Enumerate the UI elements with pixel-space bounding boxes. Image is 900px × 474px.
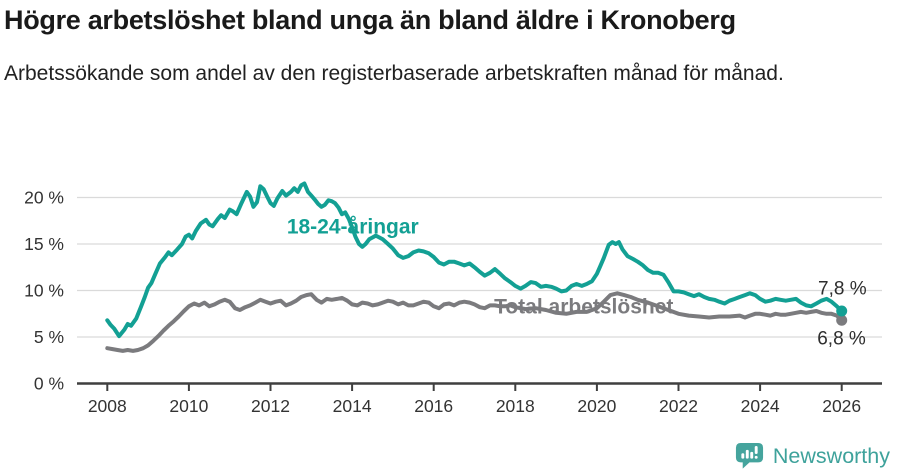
total-series-label: Total arbetslöshet	[494, 295, 673, 318]
x-tick-label: 2012	[251, 396, 290, 416]
youth-series-label: 18-24-åringar	[287, 215, 419, 238]
x-tick-label: 2016	[414, 396, 453, 416]
y-tick-label: 5 %	[34, 327, 64, 347]
x-tick-label: 2024	[741, 396, 780, 416]
youth-series-line	[105, 181, 844, 339]
total-series-line	[105, 291, 844, 353]
y-tick-label: 10 %	[24, 281, 64, 301]
y-tick-label: 20 %	[24, 188, 64, 208]
x-tick-label: 2014	[333, 396, 372, 416]
x-tick-label: 2020	[577, 396, 616, 416]
brand-wordmark: Newsworthy	[772, 444, 890, 468]
youth-end-value-label: 7,8 %	[818, 278, 867, 299]
x-axis: 2008 2010 2012 2014 2016 2018 2020 2022 2024 2026	[77, 382, 882, 416]
chart-subtitle: Arbetssökande som andel av den registerb…	[4, 61, 784, 85]
total-end-dot	[836, 314, 848, 326]
x-tick-label: 2010	[169, 396, 208, 416]
page-title: Högre arbetslöshet bland unga än bland ä…	[4, 5, 736, 35]
x-tick-label: 2026	[822, 396, 861, 416]
gridlines	[77, 196, 882, 338]
y-tick-label: 0 %	[34, 374, 64, 394]
x-tick-label: 2018	[496, 396, 535, 416]
youth-end-dot	[836, 305, 848, 317]
y-axis: 0 % 5 % 10 % 15 % 20 %	[24, 188, 64, 394]
x-tick-label: 2008	[88, 396, 127, 416]
y-tick-label: 15 %	[24, 234, 64, 254]
chart-header: Högre arbetslöshet bland unga än bland ä…	[4, 4, 884, 90]
total-end-value-label: 6,8 %	[817, 329, 866, 350]
newsworthy-logo-icon	[735, 442, 763, 469]
x-tick-label: 2022	[659, 396, 698, 416]
brand-footer: Newsworthy	[734, 441, 890, 472]
